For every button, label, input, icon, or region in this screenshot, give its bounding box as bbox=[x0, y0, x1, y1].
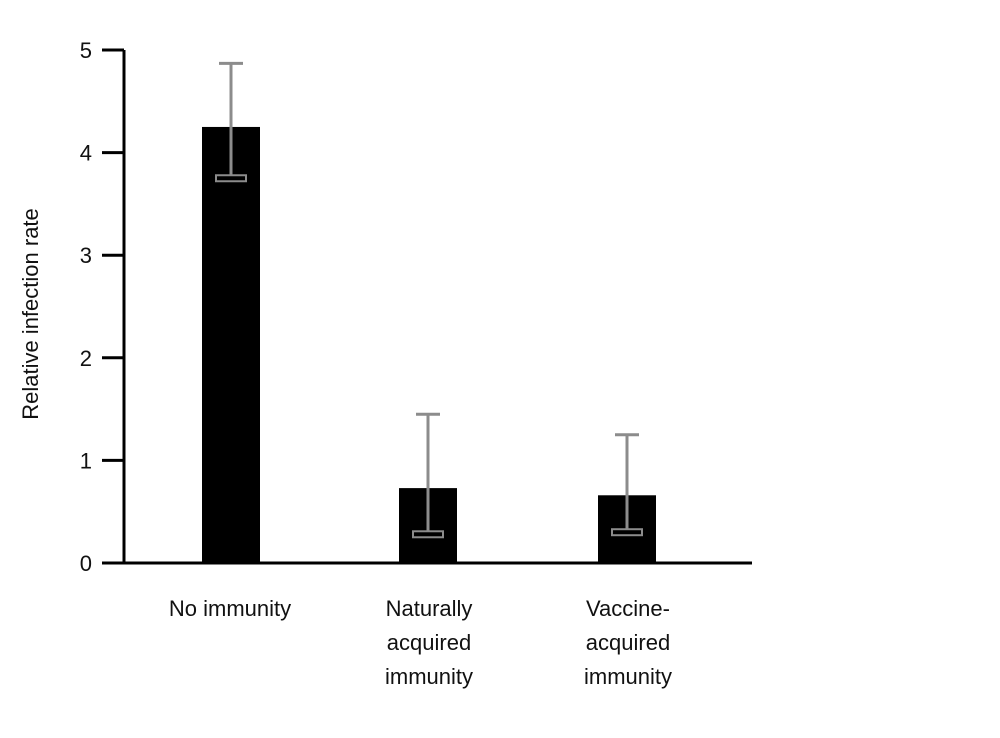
x-category-label-line: Vaccine- bbox=[586, 596, 670, 621]
y-tick-label: 3 bbox=[80, 243, 92, 268]
bars bbox=[202, 126, 656, 563]
y-axis-title: Relative infection rate bbox=[18, 208, 43, 420]
y-tick-label: 2 bbox=[80, 346, 92, 371]
x-category-label-line: immunity bbox=[385, 664, 473, 689]
error-bar-cap-bottom bbox=[412, 530, 444, 539]
bar bbox=[202, 126, 260, 563]
error-bar-cap-bottom bbox=[215, 174, 247, 183]
y-tick-label: 4 bbox=[80, 141, 92, 166]
error-bars bbox=[215, 61, 643, 539]
x-category-label: No immunity bbox=[169, 596, 291, 621]
error-bar bbox=[215, 61, 247, 183]
x-category-label-line: immunity bbox=[584, 664, 672, 689]
error-bar bbox=[611, 433, 643, 537]
x-category-label-line: acquired bbox=[387, 630, 471, 655]
x-category-label-line: acquired bbox=[586, 630, 670, 655]
error-bar-cap-bottom bbox=[611, 528, 643, 537]
x-category-label: Vaccine-acquired immunity bbox=[584, 596, 672, 689]
y-tick-label: 5 bbox=[80, 38, 92, 63]
x-category-labels: No immunity Naturally acquired immunityVacc… bbox=[169, 596, 672, 689]
x-category-label-line: Naturally bbox=[386, 596, 473, 621]
x-category-label: Naturally acquired immunity bbox=[385, 596, 473, 689]
y-ticks: 0 1 2 3 4 5 bbox=[80, 38, 124, 576]
y-tick-label: 1 bbox=[80, 448, 92, 473]
error-bar bbox=[412, 412, 444, 539]
x-category-label-line: No immunity bbox=[169, 596, 291, 621]
y-tick-label: 0 bbox=[80, 551, 92, 576]
